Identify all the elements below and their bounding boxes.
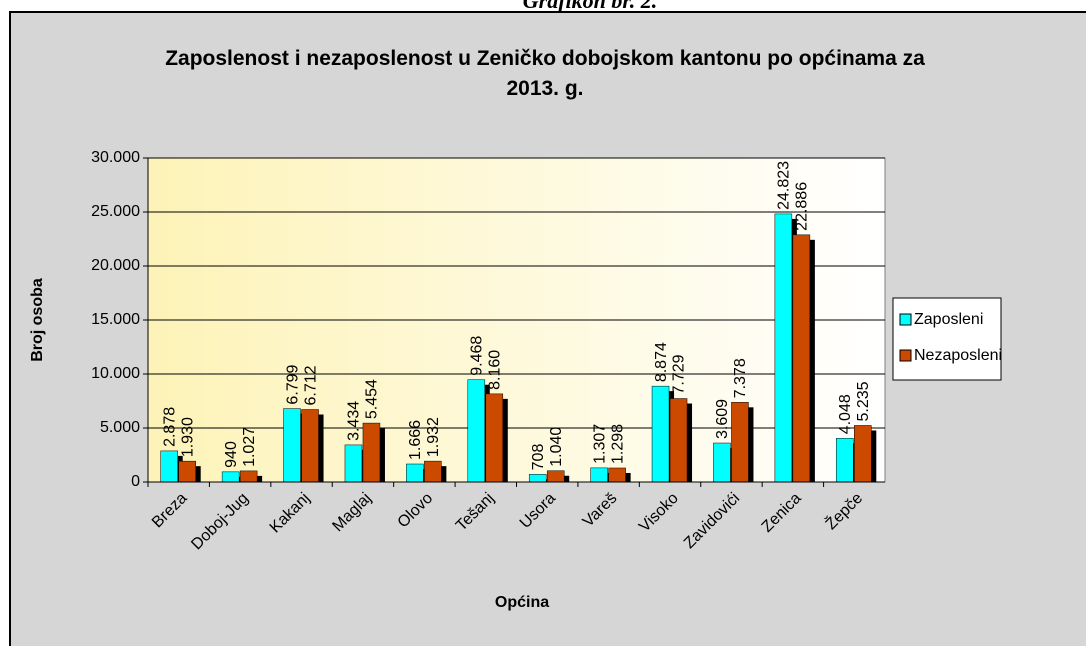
value-label: 7.378 [732,358,749,398]
value-label: 1.932 [425,417,442,457]
value-label: 5.454 [364,379,381,419]
bar [792,234,811,483]
value-label: 1.930 [179,417,196,457]
caption: Grafikon br. 2. [522,0,658,13]
x-axis-title: Općina [495,594,549,611]
legend-label: Nezaposleni [914,347,1002,364]
y-tick-label: 20.000 [91,257,140,274]
bar [362,422,381,483]
value-label: 8.874 [653,342,670,382]
value-label: 708 [530,444,547,471]
bar [178,460,196,483]
bar [608,467,626,483]
bar [406,463,424,483]
value-label: 6.712 [302,365,319,405]
value-label: 3.609 [714,399,731,439]
legend-swatch [899,349,912,362]
value-label: 24.823 [776,161,793,210]
bar [713,442,731,483]
bar [160,450,178,483]
value-label: 2.878 [161,407,178,447]
value-label: 1.027 [241,427,258,467]
value-label: 1.307 [591,424,608,464]
y-tick-label: 15.000 [91,311,140,328]
bar [731,402,749,483]
y-tick-label: 30.000 [91,149,140,166]
value-label: 1.666 [407,420,424,460]
bar [485,393,504,483]
bar [221,471,240,483]
bar [467,379,486,483]
value-label: 6.799 [284,364,301,404]
bar [854,425,872,483]
value-label: 7.729 [671,354,688,394]
bar [651,385,670,483]
bar [301,409,319,483]
value-label: 1.298 [609,424,626,464]
value-label: 1.040 [548,427,565,467]
value-label: 9.468 [469,336,486,376]
bar [283,408,301,483]
value-label: 8.160 [487,350,504,390]
value-label: 5.235 [855,381,872,421]
bar [546,470,565,483]
y-tick-label: 10.000 [91,365,140,382]
y-tick-label: 0 [131,473,140,490]
bar [836,438,854,483]
y-axis-title: Broj osoba [29,278,46,362]
bar [344,444,363,483]
legend [892,297,1002,381]
value-label: 3.434 [346,401,363,441]
bar [669,398,688,483]
value-label: 940 [223,441,240,468]
y-tick-label: 5.000 [100,419,140,436]
value-label: 22.886 [794,182,811,231]
bar [774,213,793,483]
value-label: 4.048 [837,394,854,434]
legend-swatch [899,313,912,326]
bar [424,460,442,483]
y-tick-label: 25.000 [91,203,140,220]
legend-label: Zaposleni [914,311,983,328]
bar [528,474,547,483]
bar [239,470,258,483]
bar [590,467,608,483]
chart-title: Zaposlenost i nezaposlenost u Zeničko do… [165,47,925,100]
